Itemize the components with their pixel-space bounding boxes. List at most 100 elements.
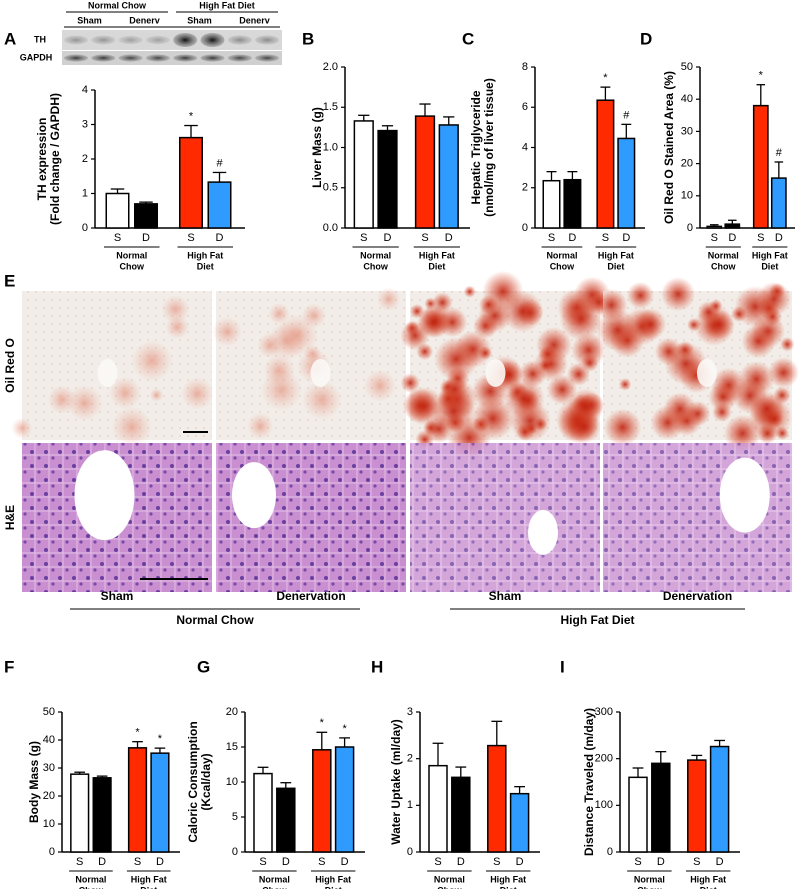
bar <box>752 104 769 229</box>
lipid-stain <box>131 339 173 382</box>
blot-membrane <box>62 30 282 50</box>
bar <box>207 181 232 229</box>
he-image <box>410 443 600 592</box>
lipid-stain <box>634 308 667 341</box>
lipid-stain <box>687 317 701 332</box>
lipid-stain <box>775 426 790 441</box>
blot-band <box>91 35 116 45</box>
x-tick-label: D <box>341 856 349 868</box>
vessel <box>719 457 770 533</box>
lipid-stain <box>471 396 515 440</box>
y-tick-label: 5 <box>232 811 238 823</box>
y-axis-label: (nmol/mg of liver tissue) <box>482 78 496 217</box>
group-label: Diet <box>428 261 445 271</box>
group-label: Chow <box>262 885 287 889</box>
group-label: Diet <box>607 261 624 271</box>
bar <box>687 759 707 853</box>
group-label: Chow <box>120 261 145 271</box>
y-tick-label: 8 <box>522 61 528 73</box>
blot-band <box>64 35 88 45</box>
vessel <box>232 462 276 529</box>
histology-group-label: Normal Chow <box>176 613 254 627</box>
lipid-stain <box>519 360 547 388</box>
lipid-stain <box>595 288 628 322</box>
bar <box>438 124 459 229</box>
y-tick-label: 1 <box>407 799 413 811</box>
y-tick-label: 10 <box>226 776 238 788</box>
lipid-stain <box>161 295 190 324</box>
x-tick-label: D <box>282 856 290 868</box>
group-label: High Fat <box>752 250 788 260</box>
group-label: Diet <box>197 261 214 271</box>
y-axis-label: Liver Mass (g) <box>310 107 324 188</box>
y-tick-label: 20 <box>43 790 55 802</box>
y-tick-label: 2.0 <box>323 61 338 73</box>
y-axis-label: Caloric Consumption <box>186 721 200 842</box>
blot-lane-label: Sham <box>187 15 212 25</box>
y-tick-label: 0 <box>607 846 613 858</box>
bar <box>596 99 615 229</box>
group-label: Diet <box>500 885 517 889</box>
group-label: Chow <box>550 261 575 271</box>
bar <box>724 223 741 229</box>
blot-band <box>91 54 116 62</box>
bar <box>150 752 170 853</box>
lipid-stain <box>424 414 454 444</box>
lipid-stain <box>108 376 142 410</box>
x-tick-label: S <box>187 232 194 244</box>
x-tick-label: D <box>142 232 150 244</box>
group-label: Chow <box>363 261 388 271</box>
vessel <box>528 509 558 555</box>
blot-band <box>145 35 170 45</box>
bar <box>617 137 636 229</box>
y-tick-label: 0 <box>522 222 528 234</box>
bar <box>253 772 273 853</box>
lipid-stain <box>697 300 720 324</box>
blot-band <box>227 54 252 62</box>
y-tick-label: 30 <box>681 125 693 137</box>
y-tick-label: 200 <box>595 753 613 765</box>
histology-column-label: Denervation <box>276 589 345 603</box>
y-axis-label: Body Mass (g) <box>27 741 41 823</box>
group-label: Normal <box>708 250 739 260</box>
bar <box>276 787 296 853</box>
y-tick-label: 1.5 <box>323 101 338 113</box>
x-tick-label: S <box>318 856 325 868</box>
group-label: Diet <box>700 885 717 889</box>
panel-label: D <box>640 29 652 48</box>
blot-row-label: GAPDH <box>20 52 53 62</box>
blot-band <box>227 35 252 45</box>
lipid-stain <box>149 388 164 402</box>
group-label: High Fat <box>131 874 167 884</box>
y-tick-label: 1.0 <box>323 141 338 153</box>
panel-label: B <box>302 29 314 48</box>
lipid-stain <box>212 316 243 347</box>
group-label: High Fat <box>490 874 526 884</box>
panel-label: G <box>197 657 210 676</box>
group-label: Diet <box>761 261 778 271</box>
blot-lane-label: Denerv <box>239 15 270 25</box>
bar <box>770 177 787 229</box>
bar <box>134 203 158 229</box>
y-tick-label: 20 <box>681 158 693 170</box>
x-tick-label: S <box>602 232 609 244</box>
x-tick-label: S <box>693 856 700 868</box>
y-tick-label: 10 <box>43 818 55 830</box>
histology-column-label: Sham <box>101 589 134 603</box>
lipid-stain <box>478 346 493 361</box>
y-tick-label: 10 <box>681 190 693 202</box>
vessel <box>696 358 717 387</box>
group-label: Normal <box>546 250 577 260</box>
x-tick-label: S <box>434 856 441 868</box>
blot-band <box>200 33 225 47</box>
lipid-stain <box>246 412 274 440</box>
bar <box>628 776 648 853</box>
blot-lane-label: Denerv <box>129 15 160 25</box>
vessel <box>74 450 135 541</box>
panel-label: I <box>560 657 565 676</box>
group-label: Chow <box>637 885 662 889</box>
y-axis-label: TH expression <box>35 118 49 201</box>
lipid-stain <box>11 417 33 439</box>
lipid-stain <box>712 402 732 422</box>
y-tick-label: 2 <box>522 182 528 194</box>
